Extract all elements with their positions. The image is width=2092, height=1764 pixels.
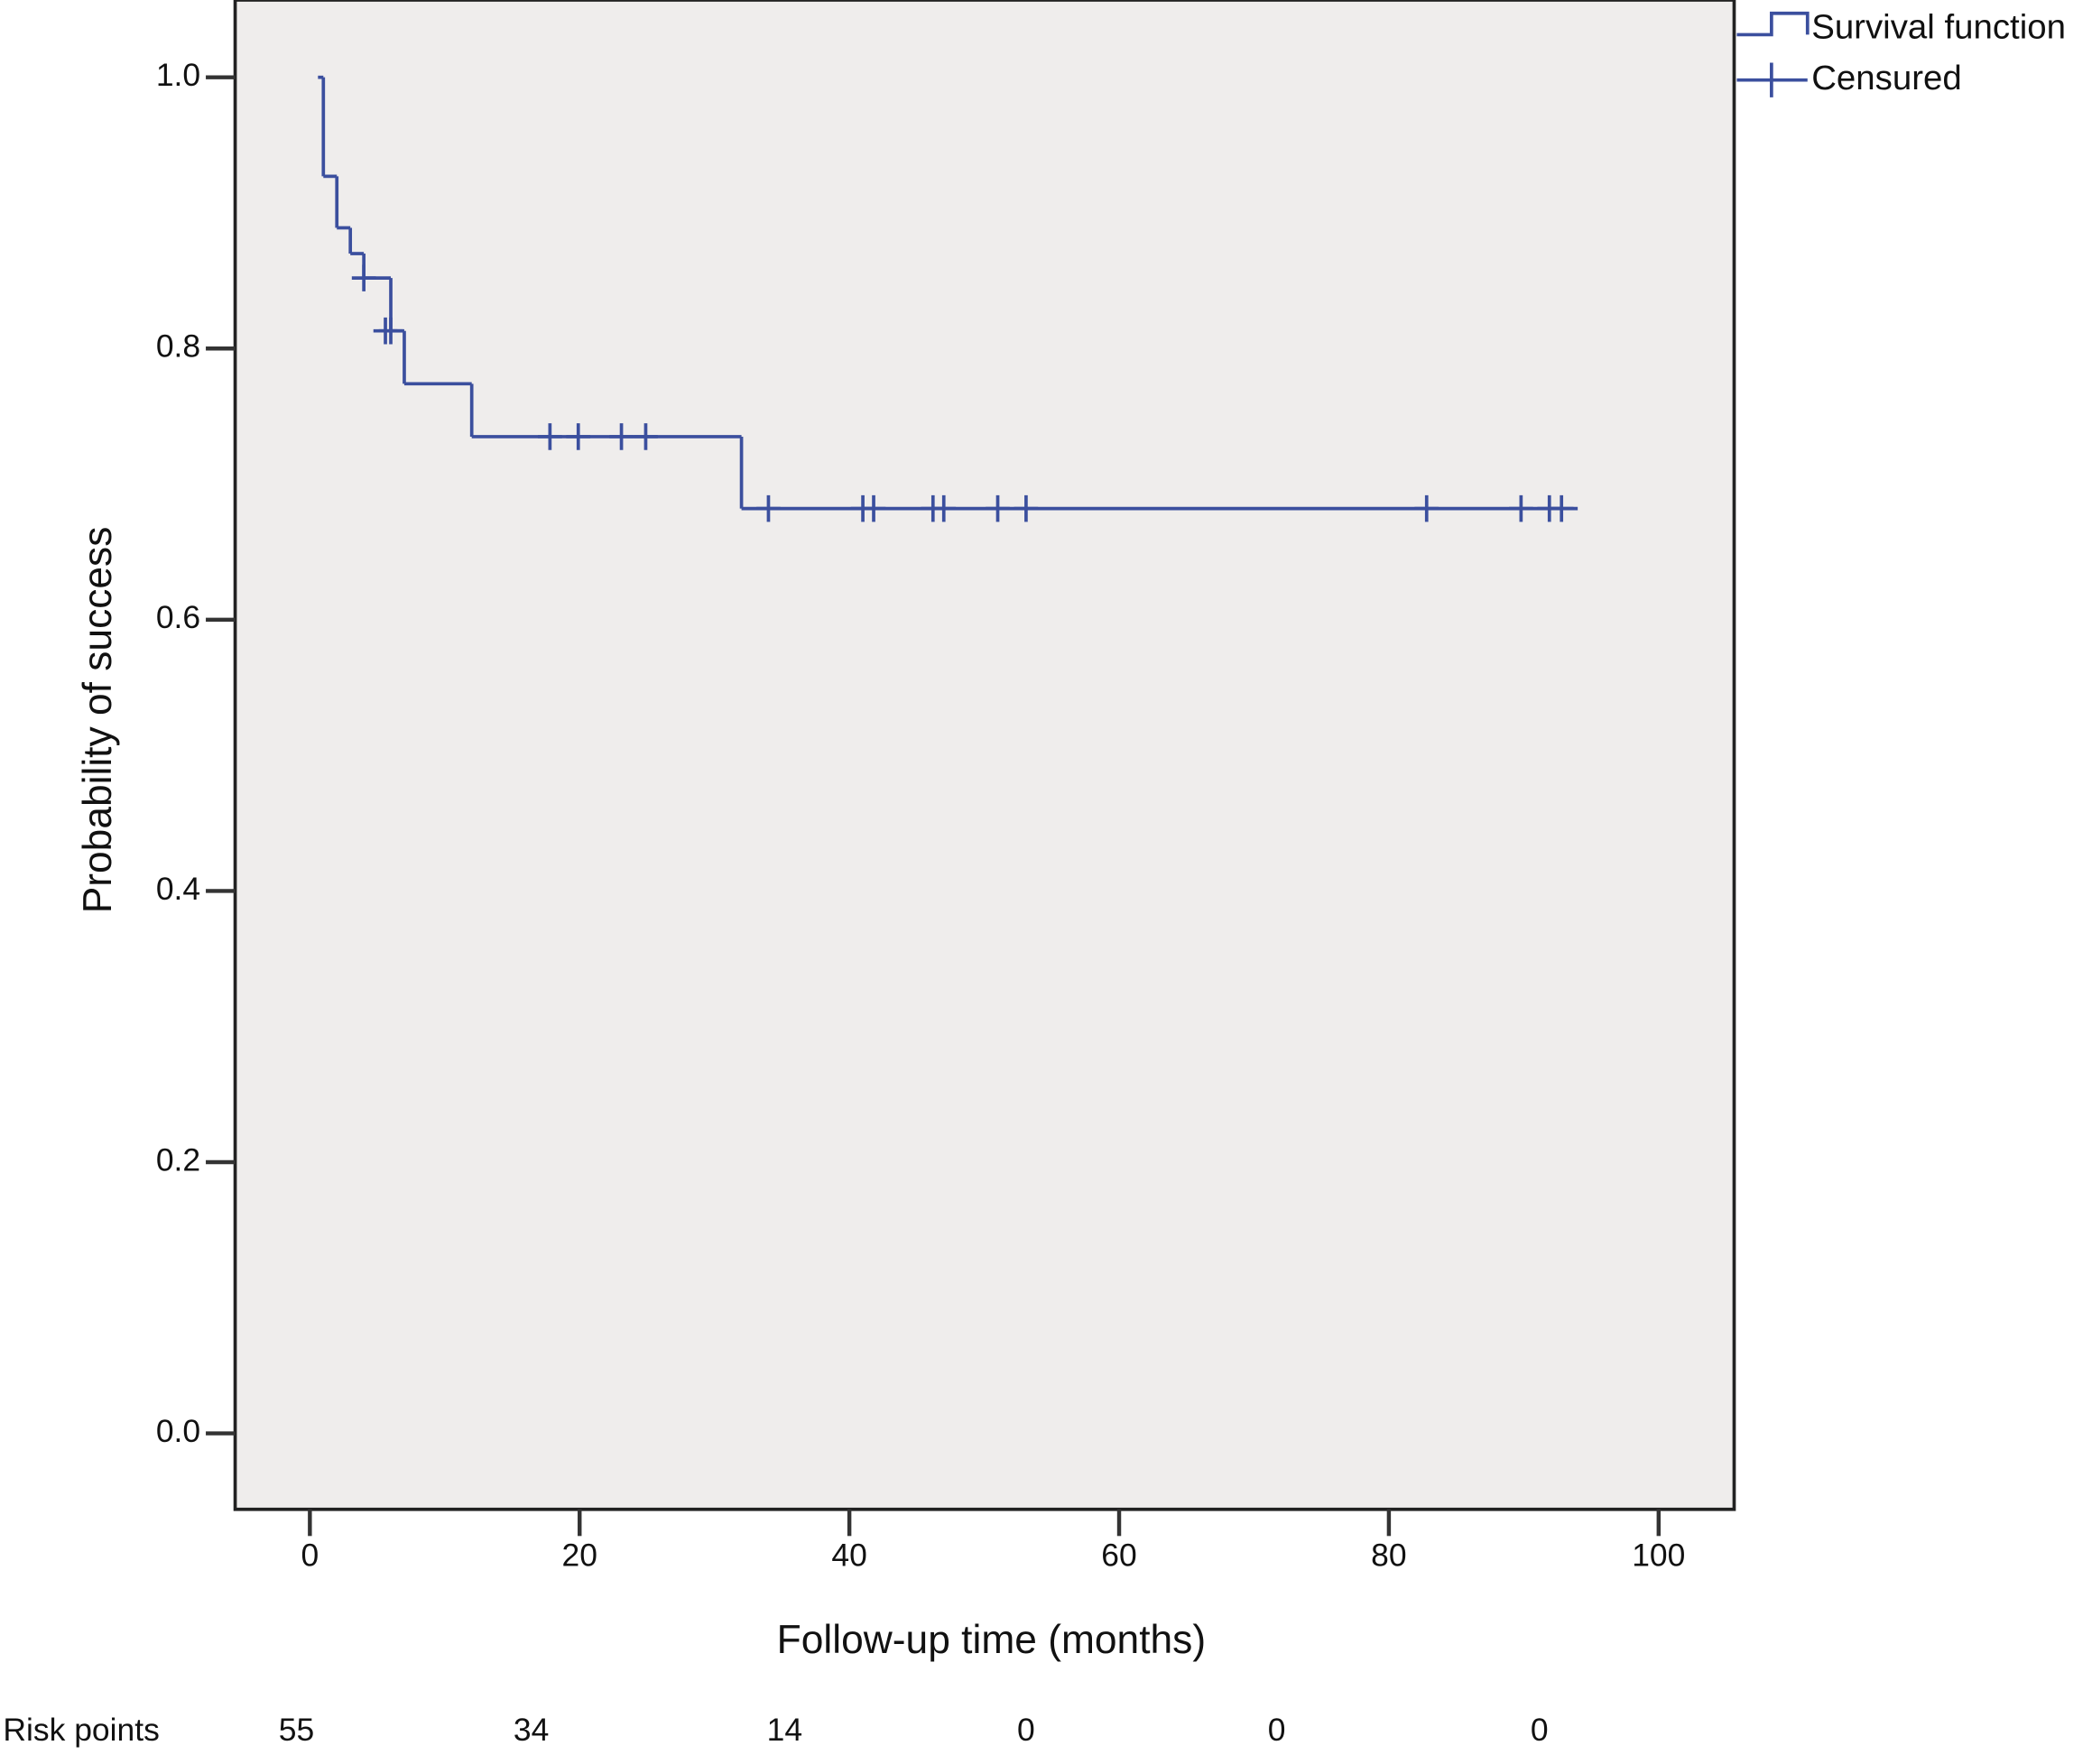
y-axis-title: Probability of success xyxy=(76,527,120,914)
y-tick-label: 0.0 xyxy=(156,1413,200,1449)
y-tick-label: 0.8 xyxy=(156,328,200,365)
y-tick-label: 0.4 xyxy=(156,871,200,907)
censor-mark xyxy=(756,494,781,522)
censor-mark xyxy=(1549,494,1574,522)
censor-mark xyxy=(566,423,591,450)
legend-label: Survival function xyxy=(1811,8,2066,47)
x-axis-title: Follow-up time (months) xyxy=(777,1618,1206,1662)
censor-mark xyxy=(1014,494,1039,522)
risk-value: 0 xyxy=(1531,1712,1549,1748)
censor-mark xyxy=(609,423,634,450)
risk-value: 34 xyxy=(514,1712,549,1748)
x-tick-label: 20 xyxy=(562,1537,597,1573)
x-tick-label: 100 xyxy=(1632,1537,1685,1573)
risk-value: 55 xyxy=(279,1712,314,1748)
censor-mark xyxy=(378,317,403,345)
legend-label: Censured xyxy=(1811,59,1962,97)
y-tick-label: 1.0 xyxy=(156,57,200,93)
x-tick-label: 40 xyxy=(831,1537,866,1573)
censor-mark xyxy=(1509,494,1533,522)
x-tick-label: 0 xyxy=(301,1537,319,1573)
censor-mark xyxy=(538,423,562,450)
censor-mark xyxy=(351,264,376,291)
risk-value: 0 xyxy=(1268,1712,1286,1748)
risk-value: 0 xyxy=(1017,1712,1035,1748)
legend-swatch xyxy=(1736,11,1810,37)
y-tick-label: 0.6 xyxy=(156,599,200,635)
censor-mark xyxy=(634,423,658,450)
plot-area xyxy=(233,0,1736,1511)
censor-mark xyxy=(931,494,957,522)
censor-mark xyxy=(986,494,1010,522)
censor-mark xyxy=(1414,494,1439,522)
x-tick-label: 80 xyxy=(1371,1537,1406,1573)
risk-label: Risk points xyxy=(3,1712,159,1748)
risk-value: 14 xyxy=(767,1712,802,1748)
legend-swatch xyxy=(1736,62,1808,97)
y-tick-label: 0.2 xyxy=(156,1141,200,1178)
censor-mark xyxy=(861,494,886,522)
x-tick-label: 60 xyxy=(1101,1537,1136,1573)
